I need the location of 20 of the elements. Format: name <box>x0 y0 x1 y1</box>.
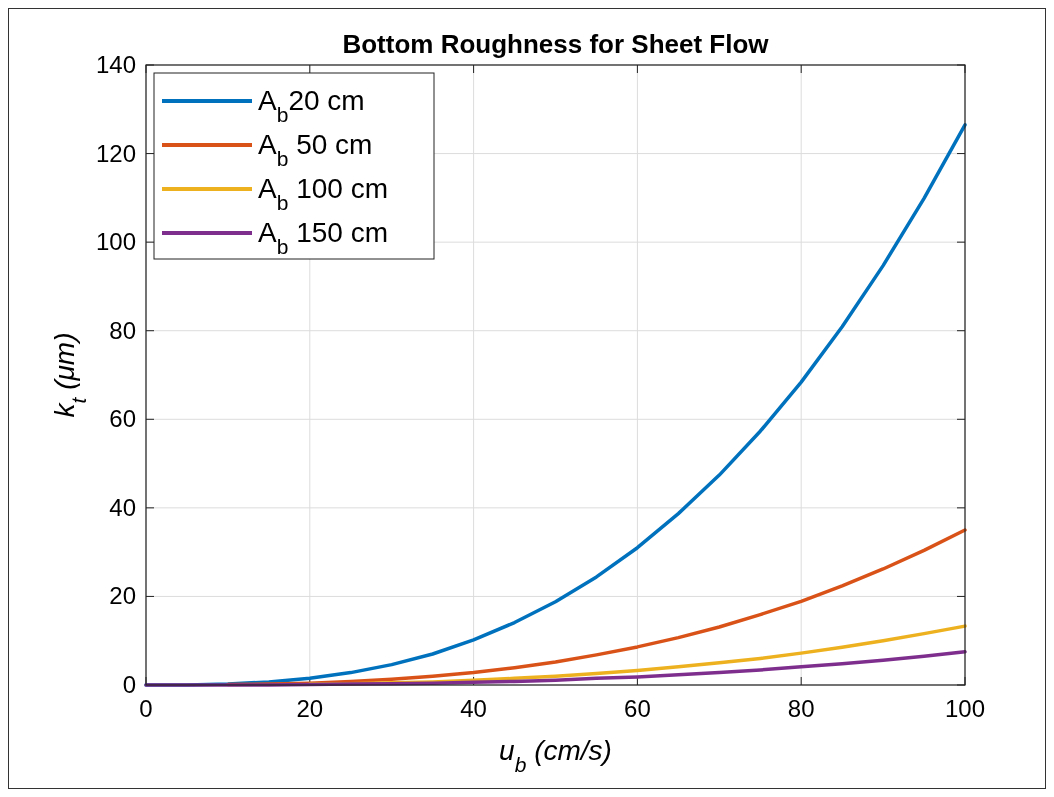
chart-title: Bottom Roughness for Sheet Flow <box>342 29 770 59</box>
y-tick-label: 140 <box>95 51 136 78</box>
y-tick-label: 80 <box>109 316 136 344</box>
x-tick-label: 20 <box>296 695 324 722</box>
y-tick-label: 40 <box>109 493 136 521</box>
x-tick-label: 60 <box>624 695 651 722</box>
x-tick-label: 100 <box>944 695 986 722</box>
y-tick-label: 20 <box>109 582 136 610</box>
y-tick-label: 60 <box>109 405 136 433</box>
legend-label: A$_{b}$ 50 cm <box>258 129 373 170</box>
x-axis-title: u$_{b}$ (cm/s) <box>499 735 612 776</box>
legend-label: A$_{b}$ 150 cm <box>258 217 388 258</box>
x-tick-label: 80 <box>787 695 815 722</box>
y-tick-label: 0 <box>122 671 136 698</box>
legend-label: A$_{b}$20 cm <box>258 85 365 126</box>
x-tick-label: 0 <box>139 695 153 722</box>
legend-label: A$_{b}$ 100 cm <box>258 173 388 214</box>
y-tick-label: 120 <box>95 139 136 167</box>
x-tick-label: 40 <box>460 695 487 722</box>
y-tick-label: 100 <box>95 228 136 256</box>
